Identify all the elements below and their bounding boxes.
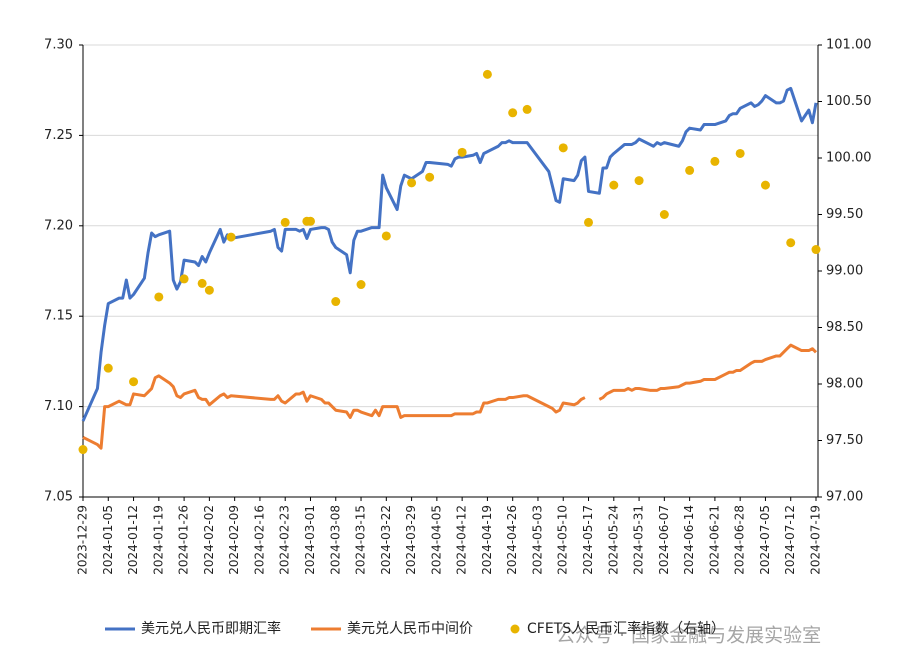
legend-label: CFETS人民币汇率指数（右轴）: [527, 620, 725, 637]
y-tick-label: 7.15: [44, 309, 73, 324]
x-tick-label: 2024-03-29: [404, 505, 418, 575]
scatter-point: [482, 69, 492, 79]
scatter-point: [154, 292, 164, 302]
x-tick-label: 2024-03-01: [303, 505, 317, 575]
scatter-point: [305, 216, 315, 226]
watermark: 公众号 · 国家金融与发展实验室: [556, 625, 821, 647]
series-line: [82, 343, 818, 450]
x-tick-label: 2024-01-12: [126, 505, 140, 575]
x-tick-label: 2023-12-29: [76, 505, 90, 575]
x-tick-label: 2024-04-05: [429, 505, 443, 575]
scatter-point: [685, 165, 695, 175]
y2-tick-label: 99.50: [826, 207, 863, 222]
scatter-point: [103, 363, 113, 373]
x-tick-label: 2024-07-12: [783, 505, 797, 575]
x-tick-label: 2024-07-05: [758, 505, 772, 575]
x-tick-label: 2024-07-19: [809, 505, 823, 575]
scatter-point: [280, 217, 290, 227]
legend-swatch: [510, 624, 520, 634]
x-tick-label: 2024-04-12: [455, 505, 469, 575]
legend-label: 美元兑人民币即期汇率: [141, 620, 281, 637]
scatter-point: [381, 231, 391, 241]
scatter-point: [811, 245, 821, 255]
scatter-point: [558, 143, 568, 153]
legend-label: 美元兑人民币中间价: [347, 621, 473, 637]
scatter-point: [204, 285, 214, 295]
y2-tick-label: 101.00: [826, 38, 872, 53]
scatter-point: [522, 104, 532, 114]
x-tick-label: 2024-06-28: [733, 505, 747, 575]
scatter-point: [407, 178, 417, 188]
y-tick-label: 7.20: [44, 218, 73, 233]
x-tick-label: 2024-06-21: [707, 505, 721, 575]
scatter-point: [634, 176, 644, 186]
y2-tick-label: 97.50: [826, 433, 863, 448]
y2-tick-label: 97.00: [826, 490, 863, 505]
y2-tick-label: 100.00: [826, 151, 872, 166]
x-tick-label: 2024-01-05: [101, 505, 115, 575]
x-tick-label: 2024-03-08: [328, 505, 342, 575]
scatter-point: [760, 180, 770, 190]
scatter-point: [425, 172, 435, 182]
x-tick-label: 2024-05-24: [606, 505, 620, 575]
scatter-point: [129, 377, 139, 387]
x-tick-label: 2024-03-22: [379, 505, 393, 575]
y-tick-label: 7.25: [44, 128, 73, 143]
scatter-point: [786, 238, 796, 248]
y-tick-label: 7.30: [44, 38, 73, 53]
x-tick-label: 2024-02-09: [227, 505, 241, 575]
scatter-point: [735, 148, 745, 158]
scatter-point: [226, 232, 236, 242]
x-tick-label: 2024-01-19: [151, 505, 165, 575]
scatter-point: [356, 280, 366, 290]
x-tick-label: 2024-05-31: [632, 505, 646, 575]
x-tick-label: 2024-05-17: [581, 505, 595, 575]
x-tick-label: 2024-02-16: [252, 505, 266, 575]
x-tick-label: 2024-02-23: [278, 505, 292, 575]
scatter-point: [457, 147, 467, 157]
scatter-point: [197, 278, 207, 288]
y-tick-label: 7.10: [44, 399, 73, 414]
x-tick-label: 2024-04-19: [480, 505, 494, 575]
scatter-point: [609, 180, 619, 190]
scatter-point: [659, 210, 669, 219]
scatter-point: [78, 445, 88, 455]
scatter-point: [331, 297, 341, 307]
scatter-point: [508, 108, 518, 118]
x-tick-label: 2024-06-14: [682, 505, 696, 575]
y2-tick-label: 98.00: [826, 377, 863, 392]
y2-tick-label: 99.00: [826, 264, 863, 279]
x-tick-label: 2024-03-15: [354, 505, 368, 575]
series-line: [81, 86, 818, 422]
x-tick-label: 2024-05-03: [530, 505, 544, 575]
scatter-point: [710, 156, 720, 166]
y2-tick-label: 100.50: [826, 94, 872, 109]
scatter-point: [179, 274, 189, 284]
x-tick-label: 2024-04-26: [505, 505, 519, 575]
y2-tick-label: 98.50: [826, 320, 863, 335]
x-tick-label: 2024-01-26: [177, 505, 191, 575]
y-tick-label: 7.05: [44, 490, 73, 505]
scatter-point: [584, 217, 594, 227]
x-tick-label: 2024-02-02: [202, 505, 216, 575]
x-tick-label: 2024-06-07: [657, 505, 671, 575]
x-tick-label: 2024-05-10: [556, 505, 570, 575]
